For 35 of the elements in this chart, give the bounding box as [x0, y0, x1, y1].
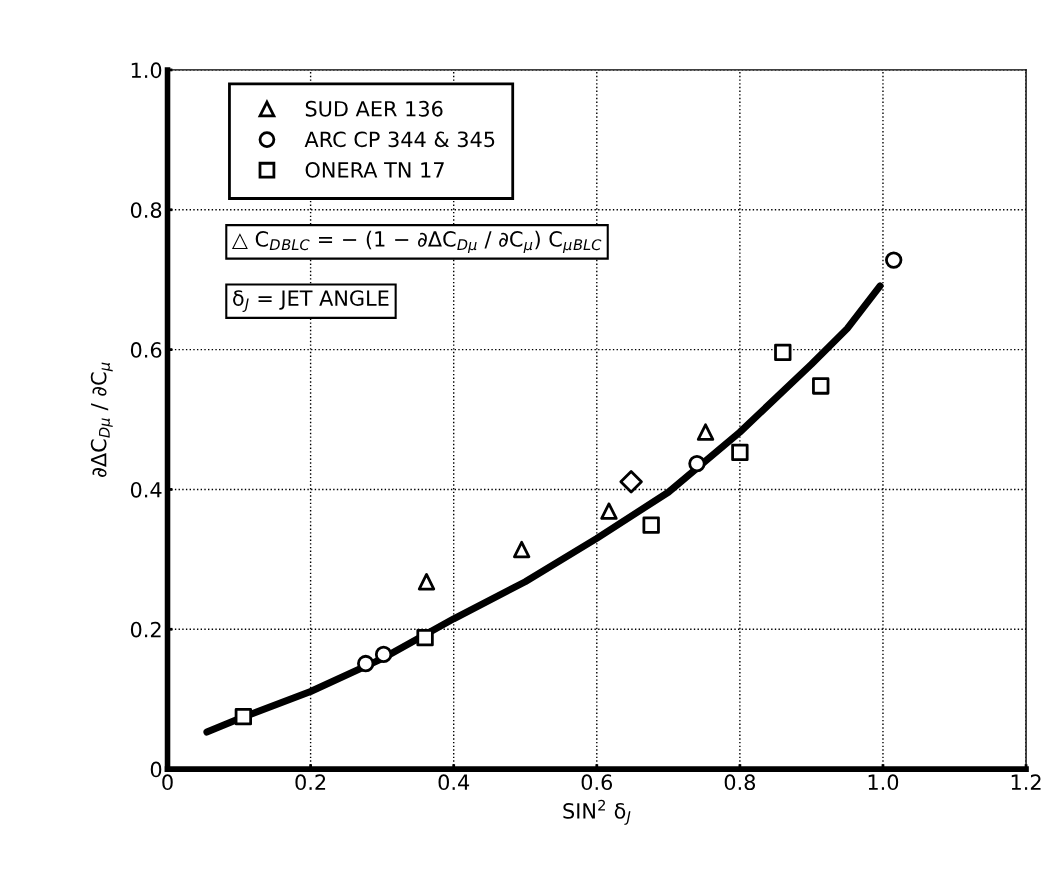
x-axis-title: SIN$^{2}$ δ$_{J}$	[563, 799, 631, 825]
y-axis-title: ∂ΔC$_{Dμ}$ / ∂C$_{μ}$	[90, 362, 113, 477]
point	[234, 708, 253, 726]
y-tick-label: 0.6	[130, 342, 162, 358]
x-tick-label: 0.2	[295, 774, 326, 791]
legend-label: ARC CP 344 & 345	[304, 131, 495, 148]
point	[885, 251, 903, 269]
x-tick-label: 1.2	[1011, 774, 1041, 790]
annotation: δ$_{J}$ = JET ANGLE	[233, 290, 389, 312]
y-tick-label: 0	[150, 761, 162, 778]
point	[688, 454, 706, 473]
point	[600, 502, 618, 520]
x-tick-label: 0	[162, 774, 173, 791]
x-tick-label: 0.8	[724, 774, 756, 791]
x-tick-label: 0.4	[438, 774, 470, 791]
legend-label: ONERA TN 17	[305, 162, 444, 178]
point	[812, 377, 830, 395]
point	[731, 443, 749, 462]
point	[619, 470, 643, 494]
point	[416, 629, 434, 647]
legend-label: SUD AER 136	[305, 100, 443, 117]
point	[696, 423, 715, 441]
y-tick-label: 0.2	[130, 621, 161, 638]
annotation: △ C$_{DBLC}$ = − (1 − ∂ΔC$_{Dμ}$ / ∂C$_{μ}$) C$_{μBLC}$	[231, 230, 602, 253]
y-tick-label: 1.0	[131, 62, 162, 79]
x-tick-label: 1.0	[868, 774, 899, 791]
y-tick-label: 0.8	[130, 202, 162, 218]
point	[417, 573, 436, 591]
point	[774, 343, 792, 362]
y-tick-label: 0.4	[130, 481, 162, 498]
point	[357, 654, 375, 673]
point	[642, 516, 660, 534]
point	[512, 540, 531, 559]
x-tick-label: 0.6	[581, 774, 613, 791]
point	[374, 645, 393, 664]
